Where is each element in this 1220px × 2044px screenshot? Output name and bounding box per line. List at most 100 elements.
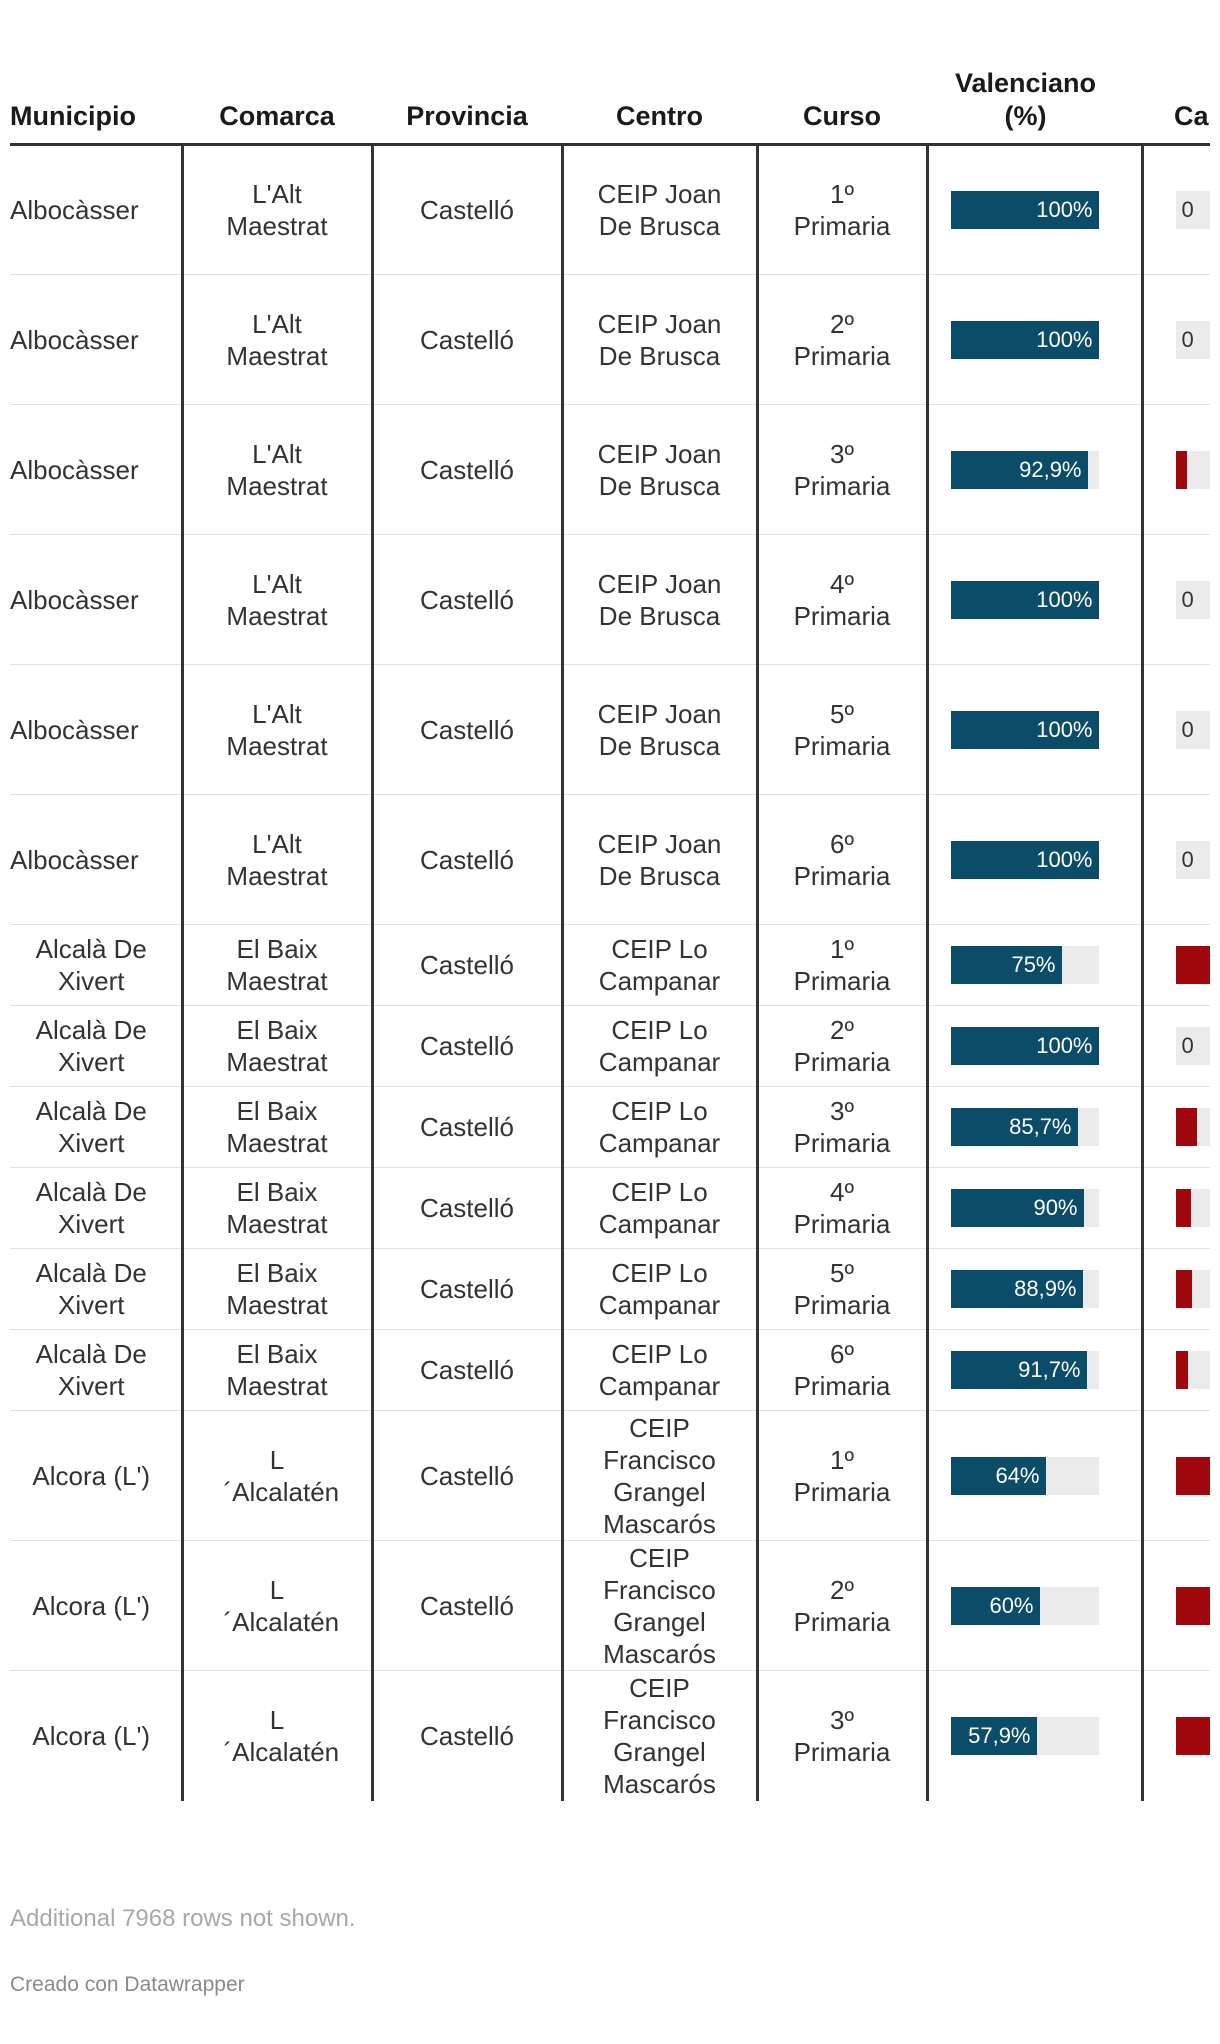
valenciano-bar [950,1351,1087,1389]
cell-valenciano: 60% [927,1540,1144,1671]
cell-curso: 6º Primaria [757,794,929,925]
cell-valenciano: 100% [927,664,1144,795]
cell-comarca: L'Alt Maestrat [182,794,374,925]
header-centro[interactable]: Centro [562,40,757,146]
valenciano-value-label: 88,9% [1014,1276,1077,1301]
valenciano-bar-track: 64% [950,1456,1099,1495]
cell-castellano [1142,924,1210,1006]
castellano-bar-track: 0 [1175,1027,1210,1065]
table-row: Albocàsser L'Alt Maestrat Castelló CEIP Joa… [10,794,1210,925]
valenciano-bar [950,946,1062,984]
cell-valenciano: 85,7% [927,1086,1144,1168]
valenciano-value-label: 75% [1011,952,1056,977]
cell-valenciano: 100% [927,534,1144,665]
cell-valenciano: 88,9% [927,1248,1144,1330]
cell-valenciano: 100% [927,274,1144,405]
cell-provincia: Castelló [372,534,564,665]
school-language-table: Municipio Comarca Provincia Centro Curso… [10,40,1210,1801]
valenciano-bar-track: 60% [950,1586,1099,1625]
header-comarca[interactable]: Comarca [182,40,372,146]
valenciano-bar-track: 100% [950,840,1099,879]
valenciano-value-label: 100% [1036,716,1093,742]
table-row: Alcora (L') L ´Alcalatén Castelló CEIP Fran… [10,1670,1210,1801]
valenciano-value-label: 90% [1033,1195,1078,1220]
cell-castellano [1142,1540,1210,1671]
cell-curso: 2º Primaria [757,1005,929,1087]
cell-valenciano: 100% [927,1005,1144,1087]
valenciano-bar-track: 91,7% [950,1351,1099,1389]
valenciano-value-label: 91,7% [1018,1357,1081,1382]
castellano-bar-track [1175,450,1210,489]
castellano-bar-track [1175,1716,1210,1755]
valenciano-bar-track: 57,9% [950,1716,1099,1755]
cell-municipio: Alcora (L') [10,1540,184,1671]
cell-castellano [1142,1671,1210,1801]
castellano-bar [1175,1351,1188,1389]
castellano-bar [1175,1716,1210,1755]
cell-curso: 3º Primaria [757,1086,929,1168]
cell-municipio: Alcalà De Xivert [10,1248,184,1330]
cell-comarca: L ´Alcalatén [182,1540,374,1671]
table-row: Albocàsser L'Alt Maestrat Castelló CEIP Joa… [10,274,1210,405]
valenciano-bar [950,710,1099,749]
datawrapper-credit[interactable]: Creado con Datawrapper [10,1973,245,1996]
header-provincia[interactable]: Provincia [372,40,562,146]
cell-castellano: 0 [1142,534,1210,665]
cell-centro: CEIP Lo Campanar [562,1086,759,1168]
castellano-bar-track [1175,946,1210,984]
valenciano-value-label: 60% [989,1592,1034,1618]
castellano-value-label: 0 [1181,197,1194,222]
castellano-bar-track [1175,1456,1210,1495]
table-row: Albocàsser L'Alt Maestrat Castelló CEIP Joa… [10,534,1210,665]
castellano-bar-track [1175,1108,1210,1146]
cell-centro: CEIP Francisco Grangel Mascarós [562,1410,759,1541]
valenciano-bar [950,320,1099,359]
cell-valenciano: 92,9% [927,404,1144,535]
cell-centro: CEIP Francisco Grangel Mascarós [562,1540,759,1671]
cell-comarca: El Baix Maestrat [182,1086,374,1168]
cell-valenciano: 57,9% [927,1670,1144,1801]
cell-comarca: L'Alt Maestrat [182,404,374,535]
valenciano-value-label: 100% [1036,1033,1093,1058]
cell-curso: 2º Primaria [757,274,929,405]
castellano-bar [1175,450,1187,489]
cell-centro: CEIP Lo Campanar [562,1329,759,1411]
valenciano-bar [950,191,1099,229]
header-castellano[interactable]: Castellano (%) [1142,40,1210,146]
cell-valenciano: 64% [927,1410,1144,1541]
cell-provincia: Castelló [372,1086,564,1168]
cell-municipio: Albocàsser [10,144,184,275]
castellano-bar-track [1175,1189,1210,1227]
cell-castellano [1142,1248,1210,1330]
cell-comarca: El Baix Maestrat [182,1329,374,1411]
valenciano-bar-track: 90% [950,1189,1099,1227]
cell-municipio: Albocàsser [10,664,184,795]
valenciano-bar-track: 88,9% [950,1270,1099,1308]
header-curso[interactable]: Curso [757,40,927,146]
valenciano-value-label: 100% [1036,846,1093,872]
cell-castellano [1142,1410,1210,1541]
valenciano-bar [950,1189,1084,1227]
castellano-bar-track [1175,1270,1210,1308]
header-municipio[interactable]: Municipio [10,40,182,146]
valenciano-value-label: 100% [1036,326,1093,352]
table-row: Albocàsser L'Alt Maestrat Castelló CEIP Joa… [10,144,1210,275]
cell-castellano [1142,1329,1210,1411]
cell-centro: CEIP Joan De Brusca [562,534,759,665]
cell-castellano [1142,404,1210,535]
cell-provincia: Castelló [372,794,564,925]
table-row: Alcora (L') L ´Alcalatén Castelló CEIP Fran… [10,1410,1210,1541]
castellano-value-label: 0 [1181,1033,1194,1058]
valenciano-value-label: 57,9% [968,1722,1031,1748]
cell-valenciano: 75% [927,924,1144,1006]
cell-centro: CEIP Joan De Brusca [562,404,759,535]
header-valenciano[interactable]: Valenciano (%) [927,40,1142,146]
cell-castellano: 0 [1142,1005,1210,1087]
cell-municipio: Albocàsser [10,534,184,665]
castellano-bar-track: 0 [1175,840,1210,879]
valenciano-bar [950,1456,1046,1495]
cell-curso: 1º Primaria [757,1410,929,1541]
cell-comarca: El Baix Maestrat [182,1248,374,1330]
castellano-bar-track: 0 [1175,191,1210,229]
table-row: Alcalà De Xivert El Baix Maestrat Castelló… [10,1005,1210,1087]
